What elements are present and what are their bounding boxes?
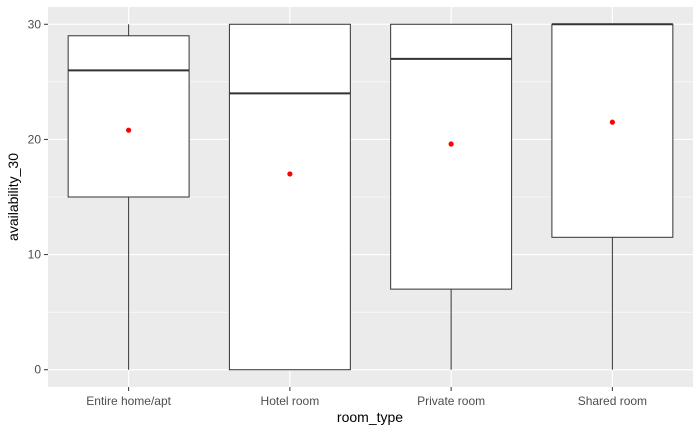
box-hotel-room bbox=[228, 23, 351, 371]
x-tick-label: Private room bbox=[417, 394, 485, 408]
x-tick-label: Hotel room bbox=[261, 394, 320, 408]
x-axis-title: room_type bbox=[337, 409, 403, 425]
mean-point bbox=[287, 171, 293, 177]
y-tick-label: 10 bbox=[28, 248, 42, 262]
y-axis-title: availability_30 bbox=[5, 153, 21, 241]
y-axis: 0 10 20 30 bbox=[28, 17, 48, 377]
x-tick-label: Entire home/apt bbox=[86, 394, 171, 408]
box-private-room bbox=[390, 23, 513, 370]
box-iqr bbox=[228, 23, 351, 371]
box-iqr bbox=[551, 23, 674, 238]
x-axis: Entire home/apt Hotel room Private room Sha… bbox=[86, 387, 647, 408]
boxes-layer bbox=[67, 23, 674, 371]
y-tick-label: 0 bbox=[34, 363, 41, 377]
mean-point bbox=[448, 141, 454, 147]
mean-point bbox=[126, 127, 132, 133]
box-iqr bbox=[390, 23, 513, 290]
x-tick-label: Shared room bbox=[578, 394, 647, 408]
box-shared-room bbox=[551, 23, 674, 370]
y-tick-label: 30 bbox=[28, 17, 42, 31]
box-iqr bbox=[67, 35, 190, 198]
box-entire-home-apt bbox=[67, 24, 190, 370]
y-tick-label: 20 bbox=[28, 132, 42, 146]
mean-point bbox=[609, 119, 615, 125]
